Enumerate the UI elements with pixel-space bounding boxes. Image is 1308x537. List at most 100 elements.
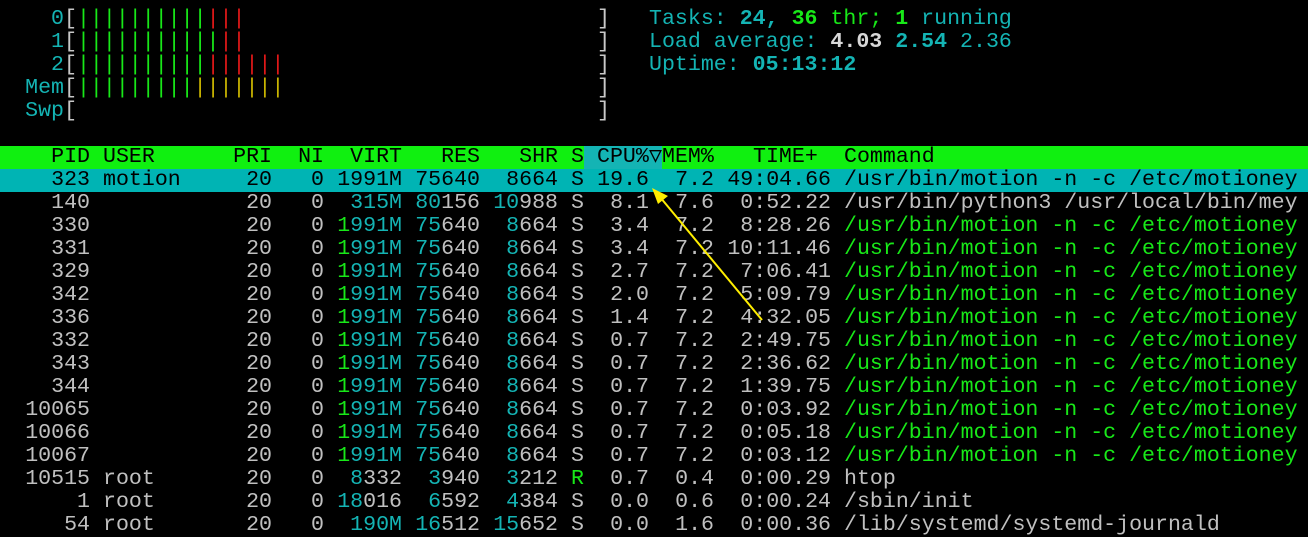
meter-bar: [ (64, 99, 77, 123)
cell-shr: 8664 (506, 375, 558, 399)
column-command[interactable]: Command (844, 145, 935, 169)
cell-res: 75640 (415, 237, 480, 261)
cell-pid: 54 (64, 513, 90, 537)
cell-cpu: 0.7 (610, 352, 649, 376)
column-shr[interactable]: SHR (519, 145, 558, 169)
column-res[interactable]: RES (441, 145, 480, 169)
column-pid[interactable]: PID (51, 145, 90, 169)
cell-mem: 7.2 (675, 283, 714, 307)
cell-cpu: 3.4 (610, 237, 649, 261)
process-row[interactable]: 1 root 20 0 18016 6592 4384 S 0.0 0.6 0:00.24/sbin… (0, 491, 1308, 514)
cell-shr: 4384 (506, 490, 558, 514)
uptime-line: Uptime: 05:13:12 (0, 54, 1308, 77)
cell-pid: 343 (51, 352, 90, 376)
process-row[interactable]: 10067 20 0 1991M 75640 8664 S 0.7 7.2 0:03.12/usr… (0, 445, 1308, 468)
cell-ni: 0 (311, 237, 324, 261)
meter-swp: Swp[] (0, 100, 1308, 123)
cell-cmd: /usr/bin/motion -n -c /etc/motioney (844, 445, 1298, 468)
meter-segment: ||||||||| (76, 76, 194, 100)
column-pri[interactable]: PRI (233, 145, 272, 169)
process-row[interactable]: 10066 20 0 1991M 75640 8664 S 0.7 7.2 0:05.18/usr… (0, 422, 1308, 445)
cell-virt: 1991M (337, 375, 402, 399)
meter-bracket: ] (597, 76, 610, 100)
cell-time: 2:36.62 (740, 352, 831, 376)
cell-virt: 1991M (337, 398, 402, 422)
cell-time: 0:00.24 (740, 490, 831, 514)
cell-cpu: 19.6 (597, 168, 649, 192)
cell-pri: 20 (246, 329, 272, 353)
cell-virt: 1991M (337, 283, 402, 307)
process-row[interactable]: 10065 20 0 1991M 75640 8664 S 0.7 7.2 0:03.92/usr… (0, 399, 1308, 422)
cell-user: root (103, 490, 155, 514)
cell-mem: 1.6 (675, 513, 714, 537)
load-label: Load average: (649, 30, 831, 54)
threads-count: 36 (791, 7, 818, 31)
process-row[interactable]: 329 20 0 1991M 75640 8664 S 2.7 7.2 7:06.41/usr/b… (0, 261, 1308, 284)
process-row[interactable]: 342 20 0 1991M 75640 8664 S 2.0 7.2 5:09.79/usr/b… (0, 284, 1308, 307)
cell-pid: 10515 (25, 467, 90, 491)
column-ni[interactable]: NI (298, 145, 324, 169)
column-time[interactable]: TIME+ (753, 145, 818, 169)
cell-virt: 190M (350, 513, 402, 537)
cell-pid: 1 (77, 490, 90, 514)
column-mem[interactable]: MEM% (662, 145, 714, 169)
meter-segment: ||| (206, 7, 246, 31)
meter-label: 0 (51, 7, 64, 31)
tasks-line: Tasks: 24, 36 thr; 1 running (0, 8, 1308, 31)
cell-time: 0:05.18 (740, 421, 831, 445)
cell-pid: 10066 (25, 421, 90, 445)
cell-res: 80156 (415, 191, 480, 215)
cell-cmd: /usr/bin/motion -n -c /etc/motioney (844, 169, 1298, 192)
cell-s: S (571, 513, 584, 537)
cell-res: 75640 (415, 375, 480, 399)
cell-time: 0:03.92 (740, 398, 831, 422)
process-row[interactable]: 343 20 0 1991M 75640 8664 S 0.7 7.2 2:36.62/usr/b… (0, 353, 1308, 376)
process-row[interactable]: 336 20 0 1991M 75640 8664 S 1.4 7.2 4:32.05/usr/b… (0, 307, 1308, 330)
process-row[interactable]: 332 20 0 1991M 75640 8664 S 0.7 7.2 2:49.75/usr/b… (0, 330, 1308, 353)
cell-cpu: 0.7 (610, 398, 649, 422)
cell-res: 75640 (415, 421, 480, 445)
process-row[interactable]: 330 20 0 1991M 75640 8664 S 3.4 7.2 8:28.26/usr/b… (0, 215, 1308, 238)
cell-pid: 10065 (25, 398, 90, 422)
cell-pri: 20 (246, 306, 272, 330)
cell-s: S (571, 444, 584, 468)
process-row[interactable]: 331 20 0 1991M 75640 8664 S 3.4 7.2 10:11.46/usr/… (0, 238, 1308, 261)
process-row[interactable]: 140 20 0 315M 80156 10988 S 8.1 7.6 0:52.22/usr/b… (0, 192, 1308, 215)
cell-res: 75640 (415, 352, 480, 376)
cell-shr: 8664 (506, 421, 558, 445)
cell-user: motion (103, 168, 181, 192)
cell-time: 0:00.29 (740, 467, 831, 491)
process-row[interactable]: 344 20 0 1991M 75640 8664 S 0.7 7.2 1:39.75/usr/b… (0, 376, 1308, 399)
cell-ni: 0 (311, 214, 324, 238)
meter-bar: [||||||||||||| (64, 7, 246, 31)
column-state[interactable]: S (571, 145, 584, 169)
cell-ni: 0 (311, 352, 324, 376)
process-row[interactable]: 54 root 20 0 190M 16512 15652 S 0.0 1.6 0:00.36/li… (0, 514, 1308, 537)
process-row[interactable]: 10515 root 20 0 8332 3940 3212 R 0.7 0.4 0:00.29 ht… (0, 468, 1308, 491)
meter-label: Mem (25, 76, 64, 100)
meter-bar: [|||||||||||||||| (64, 53, 285, 77)
cell-pid: 342 (51, 283, 90, 307)
cell-ni: 0 (311, 467, 324, 491)
cell-pri: 20 (246, 283, 272, 307)
cell-ni: 0 (311, 513, 324, 537)
cell-pri: 20 (246, 237, 272, 261)
cell-time: 1:39.75 (740, 375, 831, 399)
meter-bracket: ] (597, 7, 610, 31)
load-15min: 2.36 (960, 30, 1012, 54)
cell-s: S (571, 398, 584, 422)
cell-cmd: /usr/bin/motion -n -c /etc/motioney (844, 422, 1298, 445)
cell-cpu: 0.7 (610, 375, 649, 399)
cell-ni: 0 (311, 421, 324, 445)
cell-s: S (571, 260, 584, 284)
cell-s: R (571, 467, 584, 491)
column-user[interactable]: USER (103, 145, 155, 169)
cell-res: 3940 (428, 467, 480, 491)
column-cpu[interactable]: CPU% (597, 145, 649, 169)
cell-user (103, 422, 233, 445)
column-virt[interactable]: VIRT (350, 145, 402, 169)
process-row-selected[interactable]: 323 motion 20 0 1991M 75640 8664 S 19.6 7.2 49:04.… (0, 169, 1308, 192)
cell-virt: 1991M (337, 329, 402, 353)
cell-res: 75640 (415, 214, 480, 238)
cell-res: 75640 (415, 398, 480, 422)
